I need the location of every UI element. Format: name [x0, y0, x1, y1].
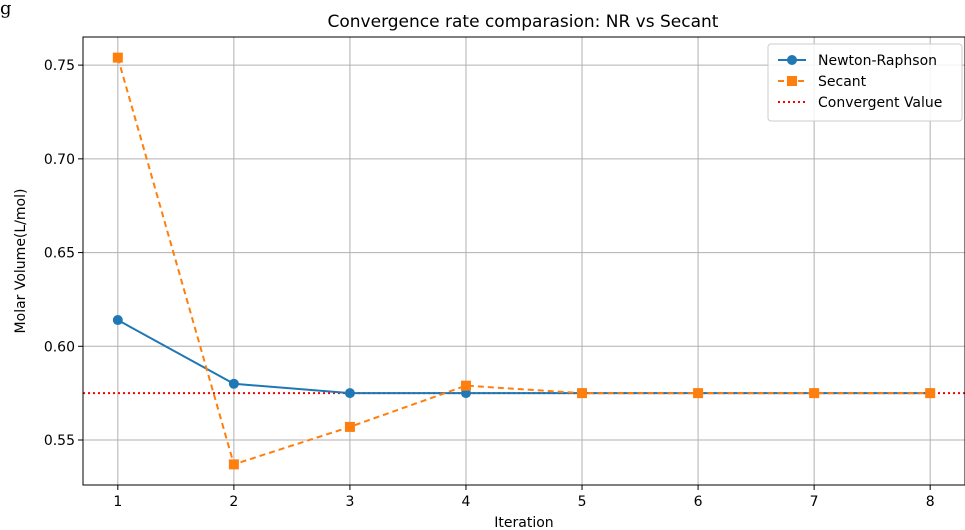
plot-frame — [82, 36, 965, 486]
secant-point — [228, 459, 239, 470]
newton-raphson-series-line — [117, 319, 931, 395]
x-tick-label: 7 — [810, 494, 819, 510]
y-tick-label: 0.65 — [44, 246, 75, 262]
legend-label: Convergent Value — [818, 95, 942, 111]
x-tick-label: 5 — [578, 494, 587, 510]
secant-point — [693, 388, 704, 399]
newton-raphson-point — [112, 315, 123, 326]
secant-point — [577, 388, 588, 399]
secant-point — [112, 52, 123, 63]
x-tick-label: 2 — [229, 494, 238, 510]
x-tick-label: 1 — [113, 494, 122, 510]
axis-ticks: 1 2 3 4 5 6 7 8 0.55 0.60 0.65 0.70 0.75 — [44, 58, 935, 510]
legend-marker — [787, 76, 797, 86]
y-tick-label: 0.60 — [44, 339, 75, 355]
legend-box — [767, 43, 963, 122]
secant-point — [344, 421, 355, 432]
x-axis-label: Iteration — [494, 515, 553, 530]
page-fragment-text: g — [0, 0, 12, 19]
secant-point — [809, 388, 820, 399]
legend-marker — [787, 55, 797, 65]
legend-label: Newton-Raphson — [818, 53, 937, 69]
x-tick-label: 3 — [345, 494, 354, 510]
grid-lines — [83, 37, 965, 485]
chart-title: Convergence rate comparasion: NR vs Seca… — [327, 12, 719, 32]
x-tick-label: 4 — [462, 494, 471, 510]
newton-raphson-point — [228, 378, 239, 389]
x-tick-label: 8 — [926, 494, 935, 510]
x-tick-label: 6 — [694, 494, 703, 510]
y-axis-label: Molar Volume(L/mol) — [13, 189, 29, 334]
y-tick-label: 0.70 — [44, 152, 75, 168]
legend-label: Secant — [818, 74, 867, 90]
legend: Newton-Raphson Secant Convergent Value — [767, 43, 963, 122]
y-tick-label: 0.55 — [44, 433, 75, 449]
secant-point — [460, 380, 471, 391]
series-layer — [112, 52, 936, 470]
secant-point — [925, 388, 936, 399]
y-tick-label: 0.75 — [44, 58, 75, 74]
secant-series-line — [116, 57, 931, 466]
newton-raphson-point — [344, 388, 355, 399]
